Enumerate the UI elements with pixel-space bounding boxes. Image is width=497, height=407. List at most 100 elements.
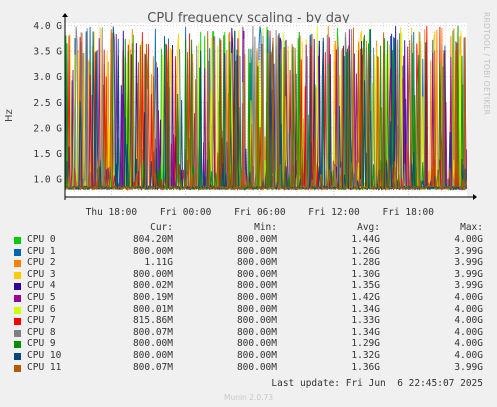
legend-avg-value: 1.34G: [351, 326, 380, 338]
legend-row: CPU 7 815.86M 800.00M 1.33G 4.00G: [0, 315, 497, 327]
legend-max-value: 4.00G: [454, 326, 483, 338]
y-tick-label: 3.0 G: [33, 72, 62, 83]
legend-max-value: 3.99G: [454, 280, 483, 292]
legend-header-min: Min:: [254, 222, 277, 233]
legend-swatch: [14, 283, 21, 291]
legend-swatch: [14, 353, 21, 360]
legend-max-value: 4.00G: [454, 315, 483, 327]
legend-swatch: [14, 306, 21, 314]
legend-series-name: CPU 8: [27, 326, 56, 338]
legend-min-value: 800.00M: [236, 245, 277, 257]
legend-cur-value: 800.19M: [132, 292, 173, 303]
legend-header-max: Max:: [460, 222, 483, 233]
legend-row: CPU 2 1.11G 800.00M 1.28G 3.99G: [0, 257, 497, 269]
legend-swatch: [14, 364, 21, 372]
legend-min-value: 800.00M: [236, 303, 277, 315]
legend-header-cur: Cur:: [150, 222, 173, 233]
legend-avg-value: 1.33G: [351, 315, 380, 327]
legend-series-name: CPU 7: [27, 315, 56, 327]
legend-cur-value: 800.00M: [132, 268, 173, 280]
legend-header-row: Cur: Min: Avg: Max:: [0, 222, 497, 234]
legend-row: CPU 9 800.00M 800.00M 1.29G 4.00G: [0, 338, 497, 350]
legend-swatch: [14, 271, 21, 279]
legend-cur-value: 800.00M: [132, 338, 173, 350]
legend-max-value: 4.00G: [454, 338, 483, 350]
legend-min-value: 800.00M: [236, 361, 277, 373]
legend-header-avg: Avg:: [357, 222, 380, 233]
legend-row: CPU 6 800.01M 800.00M 1.34G 4.00G: [0, 304, 497, 316]
legend-min-value: 800.00M: [236, 326, 277, 338]
legend-row: CPU 1 800.00M 800.00M 1.26G 3.99G: [0, 246, 497, 258]
last-update-text: Last update: Fri Jun 6 22:45:07 2025: [271, 378, 483, 389]
y-tick-label: 2.0 G: [33, 123, 62, 134]
rrdtool-watermark: RRDTOOL / TOBI OETIKER: [482, 12, 491, 116]
legend-cur-value: 804.20M: [132, 234, 173, 245]
legend-swatch: [14, 248, 21, 256]
legend-cur-value: 800.01M: [132, 303, 173, 315]
legend-cur-value: 1.11G: [144, 257, 173, 269]
legend-min-value: 800.00M: [236, 268, 277, 280]
legend-series-name: CPU 6: [27, 303, 56, 315]
legend-series-name: CPU 11: [27, 361, 62, 373]
legend-series-name: CPU 9: [27, 338, 56, 350]
legend-max-value: 4.00G: [454, 292, 483, 303]
legend-series-name: CPU 4: [27, 280, 56, 292]
y-axis-arrow: [62, 13, 68, 17]
legend-cur-value: 800.00M: [132, 350, 173, 361]
legend-cur-value: 800.07M: [132, 361, 173, 373]
y-tick-label: 1.0 G: [33, 175, 62, 186]
legend-swatch: [14, 329, 21, 337]
legend-cur-value: 800.00M: [132, 245, 173, 257]
legend-max-value: 4.00G: [454, 303, 483, 315]
legend-series-name: CPU 10: [27, 350, 62, 361]
legend-row: CPU 10 800.00M 800.00M 1.32G 4.00G: [0, 350, 497, 362]
legend-row: CPU 11 800.07M 800.00M 1.36G 3.99G: [0, 362, 497, 374]
legend-row: CPU 4 800.02M 800.00M 1.35G 3.99G: [0, 280, 497, 292]
y-tick-label: 4.0 G: [33, 21, 62, 32]
legend-swatch: [14, 237, 21, 244]
legend-max-value: 3.99G: [454, 257, 483, 269]
x-tick-label: Fri 12:00: [308, 207, 360, 218]
legend-cur-value: 815.86M: [132, 315, 173, 327]
x-tick-label: Fri 18:00: [383, 207, 435, 218]
legend-max-value: 3.99G: [454, 361, 483, 373]
legend-series-name: CPU 0: [27, 234, 56, 245]
series-line-cpu-11: [65, 27, 467, 192]
legend-series-name: CPU 3: [27, 268, 56, 280]
legend-min-value: 800.00M: [236, 338, 277, 350]
legend-max-value: 3.99G: [454, 268, 483, 280]
legend-series-name: CPU 2: [27, 257, 56, 269]
legend-max-value: 3.99G: [454, 245, 483, 257]
legend-avg-value: 1.30G: [351, 268, 380, 280]
legend-swatch: [14, 318, 21, 326]
legend-swatch: [14, 295, 21, 302]
legend-swatch: [14, 260, 21, 268]
legend-min-value: 800.00M: [236, 350, 277, 361]
x-axis-arrow: [473, 194, 477, 200]
legend-series-name: CPU 5: [27, 292, 56, 303]
legend-row: CPU 3 800.00M 800.00M 1.30G 3.99G: [0, 269, 497, 281]
legend-avg-value: 1.35G: [351, 280, 380, 292]
munin-version: Munin 2.0.73: [223, 393, 274, 402]
legend-max-value: 4.00G: [454, 350, 483, 361]
legend-cur-value: 800.07M: [132, 326, 173, 338]
y-tick-label: 1.5 G: [33, 149, 62, 160]
x-tick-label: Fri 00:00: [160, 207, 212, 218]
legend-row: CPU 0 804.20M 800.00M 1.44G 4.00G: [0, 234, 497, 246]
legend-max-value: 4.00G: [454, 234, 483, 245]
legend-row: CPU 5 800.19M 800.00M 1.42G 4.00G: [0, 292, 497, 304]
legend-cur-value: 800.02M: [132, 280, 173, 292]
legend-min-value: 800.00M: [236, 257, 277, 269]
legend-series-name: CPU 1: [27, 245, 56, 257]
x-tick-label: Thu 18:00: [86, 207, 138, 218]
legend-avg-value: 1.36G: [351, 361, 380, 373]
chart-title: CPU frequency scaling - by day: [147, 11, 350, 26]
legend-avg-value: 1.29G: [351, 338, 380, 350]
legend-avg-value: 1.32G: [351, 350, 380, 361]
y-tick-label: 2.5 G: [33, 98, 62, 109]
legend-avg-value: 1.28G: [351, 257, 380, 269]
x-tick-label: Fri 06:00: [234, 207, 286, 218]
legend-min-value: 800.00M: [236, 280, 277, 292]
legend-min-value: 800.00M: [236, 292, 277, 303]
